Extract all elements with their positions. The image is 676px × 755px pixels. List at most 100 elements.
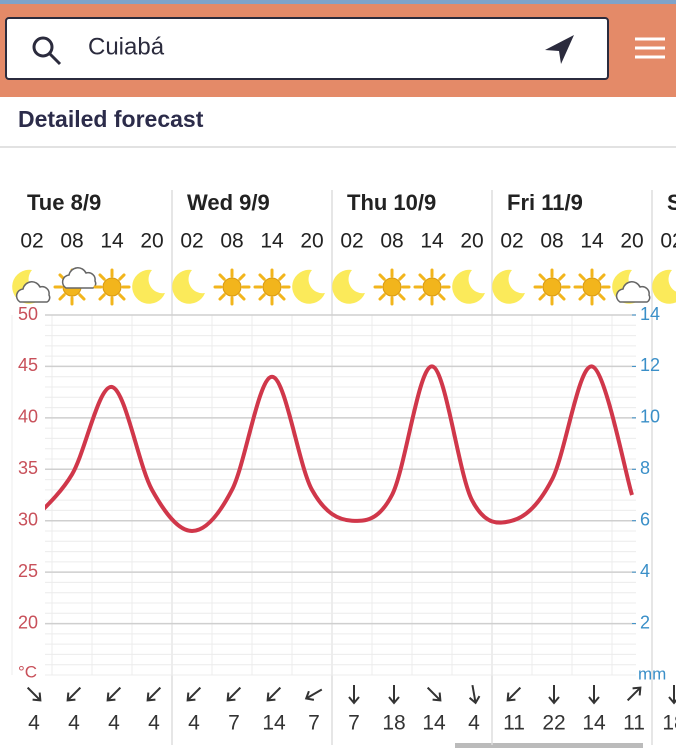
hour-label: 14	[100, 230, 124, 253]
hour-label: 08	[380, 230, 403, 253]
arrow-shaft	[147, 686, 162, 701]
sun-ray	[78, 293, 86, 301]
arrow-shaft	[26, 686, 41, 701]
weather-icon	[332, 269, 365, 304]
arrow-shaft	[306, 688, 323, 699]
wind-arrow	[186, 686, 202, 702]
moon	[132, 269, 165, 304]
y2-unit: mm	[638, 664, 666, 683]
status-strip	[0, 0, 676, 4]
y2-tick-label: 2	[640, 612, 650, 632]
wind-speed: 4	[188, 712, 200, 735]
day-label: Thu 10/9	[347, 190, 436, 215]
sun-ray	[598, 273, 606, 281]
sun-ray	[278, 293, 286, 301]
sun-disc	[222, 277, 242, 297]
arrow-head	[32, 692, 42, 702]
y-unit: °C	[18, 662, 37, 681]
wind-speed: 18	[382, 712, 405, 735]
arrow-head	[348, 696, 360, 705]
hour-label: 14	[580, 230, 604, 253]
arrow-head	[588, 696, 600, 705]
hour-label: 20	[620, 230, 643, 253]
sun-disc	[102, 277, 122, 297]
wind-arrow	[468, 684, 481, 705]
cloud	[15, 281, 51, 303]
sun-ray	[378, 293, 386, 301]
wind-arrow	[146, 686, 162, 702]
menu-button[interactable]	[635, 37, 665, 59]
weather-icon	[573, 268, 611, 306]
sun-ray	[278, 273, 286, 281]
day-label: Sat 12/9	[667, 190, 676, 215]
arrow-shaft	[507, 686, 522, 701]
arrow-head	[304, 690, 315, 701]
cloud	[615, 281, 651, 303]
sun-ray	[118, 293, 126, 301]
wind-arrow	[426, 686, 442, 702]
y2-tick-label: 14	[640, 304, 660, 324]
wind-speed: 18	[662, 712, 676, 735]
wind-speed: 7	[308, 712, 320, 735]
arrow-shaft	[227, 686, 242, 701]
sun-ray	[258, 273, 266, 281]
arrow-head	[106, 692, 116, 702]
day-label: Wed 9/9	[187, 190, 270, 215]
hour-label: 08	[220, 230, 243, 253]
wind-speed: 7	[228, 712, 240, 735]
sun-ray	[578, 273, 586, 281]
arrow-head	[468, 695, 481, 705]
sun-ray	[398, 293, 406, 301]
sun-ray	[98, 293, 106, 301]
hour-label: 14	[420, 230, 444, 253]
wind-arrow	[304, 688, 323, 701]
hour-label: 02	[20, 230, 43, 253]
search-query[interactable]: Cuiabá	[88, 33, 165, 60]
arrow-head	[226, 692, 236, 702]
arrow-head	[632, 686, 642, 696]
sun-ray	[218, 293, 226, 301]
arrow-head	[388, 696, 400, 705]
weather-icon	[533, 268, 571, 306]
weather-icon	[12, 269, 51, 304]
arrow-head	[506, 692, 516, 702]
sun-disc	[542, 277, 562, 297]
wind-arrow	[588, 685, 600, 705]
wind-arrow	[106, 686, 122, 702]
hour-label: 02	[340, 230, 363, 253]
hour-label: 14	[260, 230, 284, 253]
arrow-head	[186, 692, 196, 702]
locate-button[interactable]	[545, 35, 574, 64]
moon	[292, 269, 325, 304]
sun-disc	[262, 277, 282, 297]
weather-icon	[492, 269, 525, 304]
sun-disc	[422, 277, 442, 297]
sun-ray	[258, 293, 266, 301]
hour-label: 02	[660, 230, 676, 253]
sun-disc	[582, 277, 602, 297]
y-tick-label: 30	[18, 509, 38, 529]
y-tick-label: 40	[18, 407, 38, 427]
hour-label: 08	[60, 230, 83, 253]
y-tick-label: 35	[18, 458, 38, 478]
arrow-shaft	[67, 686, 82, 701]
arrow-head	[146, 692, 156, 702]
sun-ray	[558, 293, 566, 301]
wind-arrow	[66, 686, 82, 702]
weather-icon	[292, 269, 325, 304]
arrow-shaft	[107, 686, 122, 701]
wind-arrow	[388, 685, 400, 705]
wind-arrow	[668, 685, 676, 705]
arrow-head	[668, 696, 676, 705]
sun-ray	[578, 293, 586, 301]
hour-label: 02	[500, 230, 523, 253]
sun-ray	[418, 273, 426, 281]
search-box[interactable]	[5, 17, 609, 80]
moon	[332, 269, 365, 304]
wind-speed: 4	[108, 712, 120, 735]
search-icon[interactable]	[32, 36, 62, 66]
sun-ray	[218, 273, 226, 281]
y2-tick-label: 6	[640, 509, 650, 529]
wind-arrow	[26, 686, 42, 702]
